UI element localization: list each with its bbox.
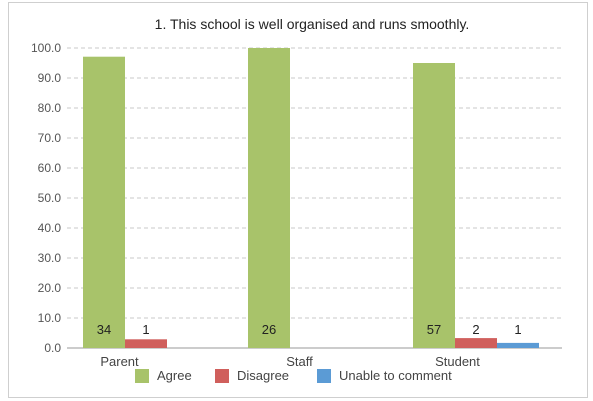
data-labels: 34 1 26 57 2 1 [97, 322, 522, 337]
y-tick-label: 0.0 [44, 341, 61, 355]
legend-swatch [215, 369, 229, 383]
legend-label: Agree [157, 368, 192, 383]
legend: Agree Disagree Unable to comment [135, 368, 452, 383]
data-label: 1 [142, 322, 149, 337]
legend-label: Disagree [237, 368, 289, 383]
data-label: 34 [97, 322, 111, 337]
grid-lines [67, 47, 562, 349]
legend-swatch [135, 369, 149, 383]
bars [83, 48, 539, 348]
x-category-label: Staff [286, 354, 313, 369]
y-tick-label: 90.0 [38, 71, 62, 85]
data-label: 57 [427, 322, 441, 337]
bar-disagree-parent [125, 339, 167, 348]
chart-frame: 1. This school is well organised and run… [8, 2, 588, 398]
bar-unable-to-comment-student [497, 342, 539, 348]
y-tick-label: 100.0 [31, 41, 61, 55]
data-label: 26 [262, 322, 276, 337]
bar-agree-parent [83, 56, 125, 348]
data-label: 1 [514, 322, 521, 337]
y-tick-label: 70.0 [38, 131, 62, 145]
y-tick-label: 60.0 [38, 161, 62, 175]
chart-title: 1. This school is well organised and run… [155, 16, 470, 32]
y-tick-label: 50.0 [38, 191, 62, 205]
bar-agree-staff [248, 48, 290, 348]
y-tick-label: 40.0 [38, 221, 62, 235]
x-category-label: Parent [100, 354, 139, 369]
y-tick-label: 10.0 [38, 311, 62, 325]
x-axis-categories: Parent Staff Student [100, 354, 480, 369]
y-axis-ticks: 0.0 10.0 20.0 30.0 40.0 50.0 60.0 70.0 80.0 90.0 1… [31, 41, 61, 355]
bar-disagree-student [455, 338, 497, 348]
legend-label: Unable to comment [339, 368, 452, 383]
chart-canvas: 1. This school is well organised and run… [31, 16, 562, 383]
legend-swatch [317, 369, 331, 383]
x-category-label: Student [435, 354, 480, 369]
y-tick-label: 20.0 [38, 281, 62, 295]
y-tick-label: 80.0 [38, 101, 62, 115]
bar-agree-student [413, 63, 455, 348]
y-tick-label: 30.0 [38, 251, 62, 265]
data-label: 2 [472, 322, 479, 337]
